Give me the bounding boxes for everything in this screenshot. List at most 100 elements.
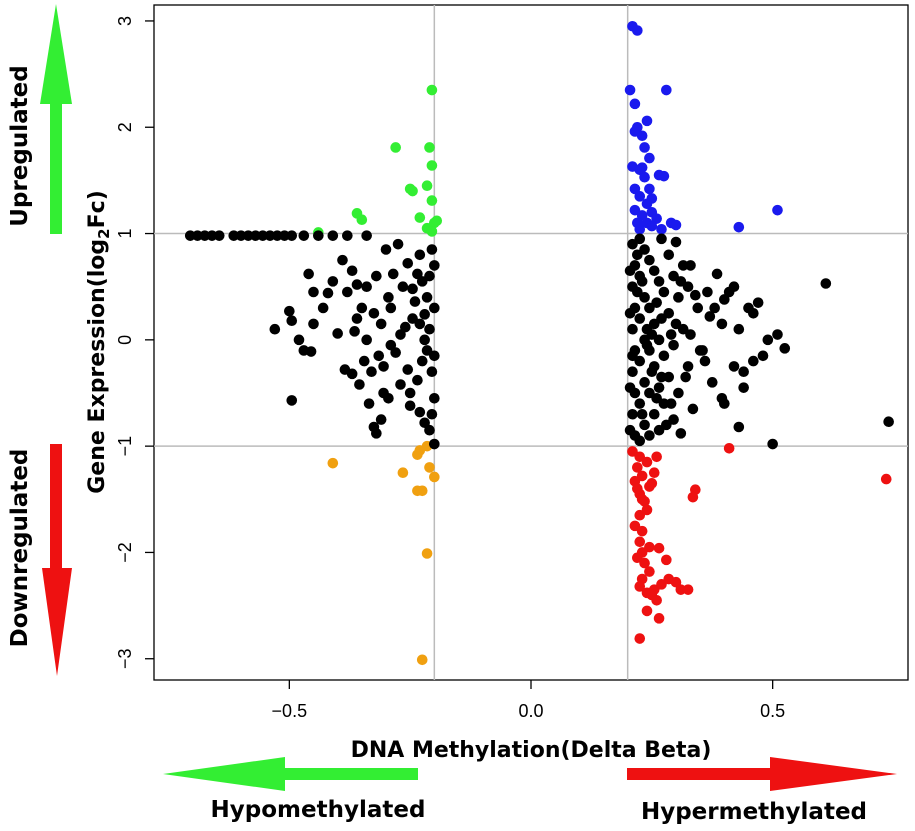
hypermethylated-label: Hypermethylated <box>641 799 867 825</box>
data-point <box>644 254 655 266</box>
hypermethylated-arrow-icon <box>627 757 897 791</box>
data-point <box>371 428 382 439</box>
data-point <box>680 371 691 383</box>
data-point <box>308 318 319 330</box>
data-point <box>670 219 682 231</box>
data-point <box>670 318 682 330</box>
data-point <box>687 403 699 415</box>
data-point <box>646 478 658 489</box>
data-point <box>407 283 418 295</box>
data-point <box>414 406 426 418</box>
data-point <box>653 424 665 436</box>
plot-frame <box>153 4 909 681</box>
data-point <box>632 25 643 36</box>
data-point <box>644 183 655 195</box>
data-point <box>184 230 196 241</box>
data-point <box>327 230 339 241</box>
data-point <box>653 542 665 554</box>
data-point <box>627 323 638 335</box>
data-point <box>351 313 363 324</box>
y-axis-title-main: Gene Expression(log <box>85 239 110 494</box>
y-tick-label: 0 <box>115 335 135 345</box>
data-point <box>429 438 440 450</box>
data-point <box>624 84 636 96</box>
data-point <box>402 258 414 269</box>
data-point <box>733 221 745 233</box>
data-point <box>269 323 281 335</box>
y-axis-ticks: −3 −2 −1 0 1 2 3 <box>115 16 154 669</box>
data-point <box>644 387 655 399</box>
data-points <box>184 20 894 666</box>
data-point <box>361 281 372 292</box>
data-point <box>663 307 675 319</box>
data-point <box>673 292 684 303</box>
data-point <box>392 238 404 250</box>
data-point <box>424 424 435 436</box>
data-point <box>426 226 438 237</box>
data-point <box>624 424 636 436</box>
data-point <box>235 230 247 241</box>
data-point <box>213 230 225 241</box>
data-point <box>416 485 428 497</box>
data-point <box>728 361 740 372</box>
data-point <box>658 286 670 298</box>
data-point <box>380 244 392 255</box>
y-axis-title-end: Fc) <box>85 190 110 228</box>
data-point <box>704 311 716 322</box>
data-point <box>644 152 655 164</box>
data-point <box>748 307 759 319</box>
data-point <box>636 130 648 142</box>
data-point <box>624 382 636 393</box>
data-point <box>711 268 723 280</box>
data-point <box>752 297 764 308</box>
data-point <box>356 302 368 314</box>
data-point <box>421 345 433 356</box>
data-point <box>429 393 440 404</box>
data-point <box>429 302 440 314</box>
data-point <box>639 496 650 507</box>
data-point <box>404 400 416 412</box>
data-point <box>641 504 653 516</box>
data-point <box>639 244 650 255</box>
upregulated-arrow-icon <box>40 4 72 234</box>
data-point <box>648 265 660 277</box>
data-point <box>632 483 643 494</box>
data-point <box>354 379 365 390</box>
data-point <box>694 345 706 356</box>
data-point <box>634 581 646 592</box>
data-point <box>682 281 694 292</box>
data-point <box>706 377 718 388</box>
data-point <box>767 438 778 450</box>
upregulated-label: Upregulated <box>7 65 33 226</box>
y-tick-label: 2 <box>115 122 135 132</box>
data-point <box>228 230 240 241</box>
data-point <box>653 334 665 346</box>
data-point <box>419 309 430 320</box>
data-point <box>651 297 662 308</box>
data-point <box>385 302 397 314</box>
data-point <box>661 84 672 96</box>
data-point <box>421 292 433 303</box>
data-point <box>641 456 653 468</box>
data-point <box>332 328 343 339</box>
data-point <box>733 421 745 433</box>
data-point <box>757 350 769 362</box>
data-point <box>407 185 418 197</box>
data-point <box>284 305 295 317</box>
data-point <box>653 276 665 287</box>
data-point <box>716 393 728 404</box>
data-point <box>675 428 687 439</box>
data-point <box>820 278 832 289</box>
data-point <box>431 215 443 227</box>
data-point <box>663 371 675 383</box>
data-point <box>371 270 382 282</box>
data-point <box>661 419 672 431</box>
data-point <box>346 265 358 277</box>
data-point <box>723 442 735 454</box>
data-point <box>250 230 261 241</box>
data-point <box>639 142 650 153</box>
data-point <box>665 329 677 340</box>
data-point <box>665 398 677 409</box>
data-point <box>748 355 759 367</box>
downregulated-arrow-icon <box>42 444 72 676</box>
